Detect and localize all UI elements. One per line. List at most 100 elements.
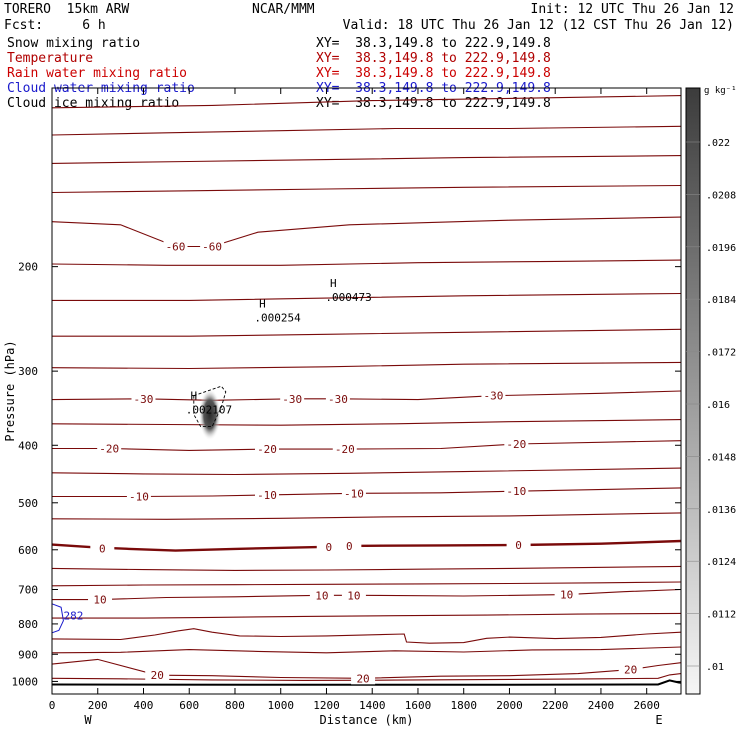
plot-frame: [51, 87, 682, 695]
x-tick-label: 2200: [542, 699, 569, 712]
contour-label: 10: [347, 589, 360, 602]
contour-label: -20: [506, 438, 526, 451]
contour-label: 0: [99, 542, 106, 555]
contour-label: 20: [624, 664, 637, 677]
contour-label: -10: [344, 487, 364, 500]
colorbar-label: .0136: [706, 505, 736, 516]
contour-label: -10: [506, 485, 526, 498]
contour-label: -10: [129, 491, 149, 504]
contour-label-bg: [325, 391, 350, 405]
contour-label: -60: [166, 241, 186, 254]
x-axis-title: Distance (km): [320, 713, 414, 727]
y-tick-label: 700: [18, 584, 38, 597]
contour-label-bg: [504, 436, 529, 450]
x-tick-label: 600: [179, 699, 199, 712]
contour-label-bg: [255, 487, 280, 501]
terrain-line: [51, 679, 682, 686]
high-marker: H: [190, 389, 197, 402]
contour-label: -10: [257, 489, 277, 502]
isotherm-line: [51, 565, 682, 571]
colorbar-units: g kg⁻¹: [704, 86, 737, 96]
isotherm-line: [51, 419, 682, 426]
colorbar-label: .0208: [706, 190, 736, 201]
contour-label: 0: [346, 540, 353, 553]
contour-label: -20: [335, 443, 355, 456]
y-axis-title: Pressure (hPa): [3, 340, 17, 441]
contour-label-bg: [200, 239, 225, 253]
contour-label-bg: [618, 662, 643, 676]
field-xy-temperature: XY= 38.3,149.8 to 222.9,149.8: [316, 51, 551, 66]
cloud-water-contour: [51, 603, 64, 634]
isotherm-line: [52, 487, 682, 498]
field-label-rain: Rain water mixing ratio: [7, 66, 188, 81]
contour-label: 10: [560, 589, 573, 602]
org-label: NCAR/MMM: [252, 2, 315, 17]
high-marker: H: [330, 277, 337, 290]
contour-label: 10: [93, 594, 106, 607]
isotherm-zero: [51, 539, 682, 552]
isotherm-line: [51, 628, 682, 644]
high-value: .000473: [325, 291, 371, 304]
contour-label-bg: [341, 588, 366, 602]
isotherm-line: [51, 361, 682, 370]
isotherm-line: [52, 440, 682, 451]
x-tick-label: 400: [134, 699, 154, 712]
contour-label: 10: [315, 589, 328, 602]
contour-label: 0: [515, 539, 522, 552]
y-tick-label: 200: [18, 261, 38, 274]
contour-label-bg: [332, 442, 357, 456]
isotherm-line: [51, 95, 682, 109]
isotherm-line: [51, 646, 682, 654]
y-tick-label: 600: [18, 544, 38, 557]
colorbar-label: .0112: [706, 610, 736, 621]
colorbar-label: .01: [706, 662, 724, 673]
contour-label: -30: [328, 393, 348, 406]
contour-label-bg: [255, 442, 280, 456]
contour-label-bg: [163, 239, 188, 253]
y-tick-label: 800: [18, 618, 38, 631]
contour-label-bg: [126, 489, 151, 503]
cloud-water-label: 282: [63, 610, 83, 623]
high-marker: H: [259, 297, 266, 310]
contour-label: -30: [282, 393, 302, 406]
cloud-ice-shading: [198, 388, 221, 441]
colorbar-label: .0124: [706, 557, 736, 568]
contour-label-bg: [504, 484, 529, 498]
colorbar-label: .0172: [706, 348, 736, 359]
contour-label: 20: [356, 672, 369, 685]
east-label: E: [655, 713, 662, 727]
contour-label-bg: [337, 538, 362, 552]
forecast-hour: Fcst: 6 h: [4, 18, 106, 33]
contour-label-bg: [88, 592, 113, 606]
contour-label-bg: [506, 538, 531, 552]
x-tick-label: 1400: [359, 699, 386, 712]
contour-label-bg: [131, 391, 156, 405]
field-xy-rain: XY= 38.3,149.8 to 222.9,149.8: [316, 66, 551, 81]
contour-label-bg: [97, 441, 122, 455]
contour-label-bg: [554, 587, 579, 601]
x-tick-label: 1800: [450, 699, 477, 712]
x-tick-label: 800: [225, 699, 245, 712]
isotherm-line: [52, 588, 682, 601]
contour-label-bg: [351, 671, 376, 685]
field-label-snow: Snow mixing ratio: [7, 36, 141, 51]
y-tick-label: 900: [18, 648, 38, 661]
colorbar-label: .016: [706, 400, 730, 411]
contour-label: -20: [257, 443, 277, 456]
isotherm-line: [51, 155, 682, 164]
valid-time: Valid: 18 UTC Thu 26 Jan 12 (12 CST Thu …: [342, 18, 734, 33]
y-tick-label: 1000: [12, 675, 39, 688]
contour-label: 0: [325, 541, 332, 554]
isotherm-line: [51, 259, 682, 266]
contour-label-bg: [316, 539, 341, 553]
y-tick-label: 400: [18, 439, 38, 452]
colorbar-label: .0148: [706, 452, 736, 463]
contour-label-bg: [90, 541, 115, 555]
init-time: Init: 12 UTC Thu 26 Jan 12: [530, 2, 735, 17]
x-tick-label: 2000: [496, 699, 523, 712]
west-label: W: [84, 713, 92, 727]
x-tick-label: 1000: [267, 699, 294, 712]
y-tick-label: 500: [18, 497, 38, 510]
